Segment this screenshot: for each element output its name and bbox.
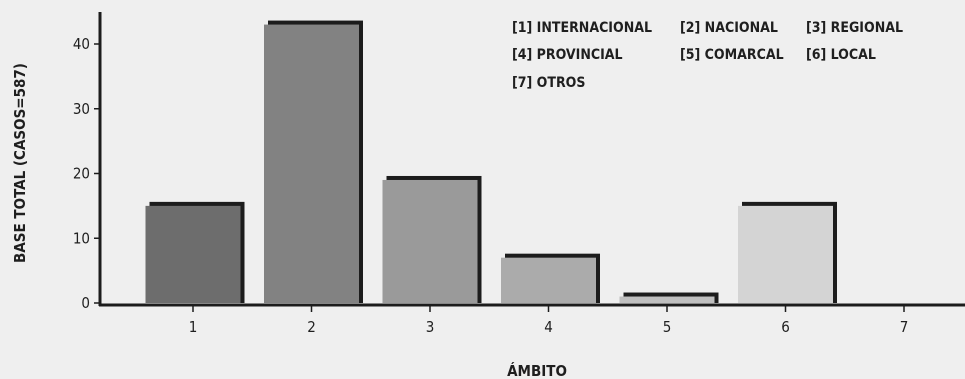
- x-tick-label: 5: [663, 318, 672, 336]
- x-tick-label: 1: [189, 318, 198, 336]
- bar-2: [264, 20, 363, 303]
- legend: [1] INTERNACIONAL [2] NACIONAL [3] REGIONA…: [512, 20, 903, 91]
- legend-item: [7] OTROS: [512, 75, 585, 91]
- bar-face: [619, 296, 715, 303]
- bar-face: [145, 205, 241, 303]
- x-tick-label: 4: [544, 318, 553, 336]
- bar-face: [738, 205, 833, 303]
- legend-item: [2] NACIONAL: [680, 20, 778, 36]
- bar-3: [382, 175, 482, 303]
- legend-item: [4] PROVINCIAL: [512, 47, 623, 63]
- y-axis-title: BASE TOTAL (CASOS=587): [11, 63, 29, 263]
- bar-6: [738, 201, 837, 303]
- bars-layer: [145, 20, 837, 303]
- x-tick-label: 6: [781, 318, 790, 336]
- y-tick-label: 0: [81, 294, 90, 312]
- axes-layer: [94, 12, 965, 312]
- x-tick-label: 7: [900, 318, 909, 336]
- y-tick-label: 30: [73, 100, 90, 118]
- bar-face: [264, 24, 359, 303]
- x-axis-title: ÁMBITO: [507, 361, 567, 379]
- x-tick-label: 3: [426, 318, 435, 336]
- x-tick-label: 2: [307, 318, 316, 336]
- bar-5: [619, 292, 719, 303]
- bar-face: [382, 179, 478, 303]
- bar-4: [501, 253, 600, 303]
- legend-item: [3] REGIONAL: [806, 20, 903, 36]
- legend-item: [5] COMARCAL: [680, 47, 784, 63]
- bar-1: [145, 201, 245, 303]
- legend-item: [6] LOCAL: [806, 47, 876, 63]
- y-tick-label: 40: [73, 35, 90, 53]
- bar-face: [501, 257, 596, 303]
- legend-item: [1] INTERNACIONAL: [512, 20, 652, 36]
- y-tick-label: 10: [73, 229, 90, 247]
- y-tick-label: 20: [73, 165, 90, 183]
- labels-layer: 0 10 20 30 40 1 2 3 4 5 6 7: [73, 35, 908, 336]
